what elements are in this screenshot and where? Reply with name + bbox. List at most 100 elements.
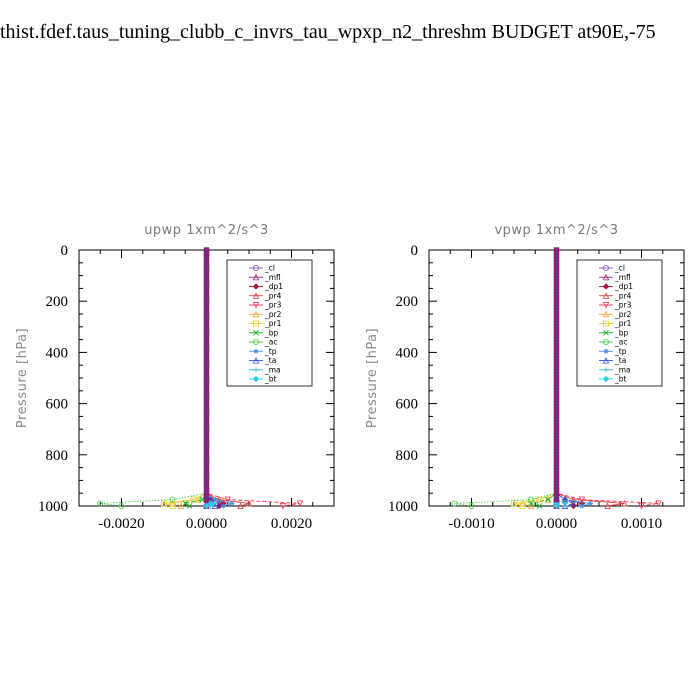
series-point-ac [169,496,176,503]
panel-title: upwp 1xm^2/s^3 [144,223,269,238]
series-point-bp [536,503,543,509]
legend-box [226,259,313,387]
series-point-pr4 [570,496,577,503]
legend-swatch-marker [602,357,610,364]
series-point-pr4 [216,496,223,503]
series-line-bp [184,250,207,507]
series-point-ta [570,499,577,507]
series-point-ac [528,496,535,503]
series-point-pr3 [638,502,645,510]
y-axis-label: Pressure [hPa] [365,328,380,428]
y-tick-label: 1000 [388,499,418,515]
legend-entry: _bp [614,328,629,337]
series-point-pr4 [604,502,611,510]
y-tick-label: 800 [46,448,69,464]
legend-entry: _pr1 [614,319,632,328]
legend-swatch-marker [603,329,609,336]
legend-entry: _tp [264,347,277,356]
legend-entry: _mfl [614,273,631,282]
series-point-ac [468,502,475,509]
series-point-ac [118,502,125,509]
series-line-pr1 [513,250,557,507]
legend-swatch-marker [602,310,610,318]
y-tick-label: 0 [61,243,69,259]
series-point-bp [545,496,551,503]
series-point-pr2 [527,502,535,510]
legend-swatch-marker [603,320,610,327]
legend-entry: _bt [264,375,277,384]
series-point-ta [211,502,219,510]
series-point-pr4 [621,499,628,507]
series-point-ma [562,503,568,509]
x-tick-label: 0.0000 [536,516,577,532]
legend-entry: _ta [614,356,626,365]
y-tick-label: 200 [396,294,419,310]
y-tick-label: 600 [46,397,69,413]
legend-entry: _dp1 [614,282,633,291]
y-tick-label: 600 [396,397,419,413]
legend-swatch-marker [252,310,260,318]
legend-entry: _pr2 [614,310,632,319]
panel-title: vpwp 1xm^2/s^3 [494,223,618,238]
series-line-ac [100,250,207,507]
x-tick-label: 0.0000 [186,516,227,532]
series-point-pr1 [160,500,167,507]
series-point-pr3 [279,502,287,510]
series-point-pr1 [536,496,543,503]
legend-entry: _tp [614,347,627,356]
legend-entry: _pr4 [264,291,282,300]
series-point-bp [186,503,193,509]
legend-swatch-marker [252,264,259,271]
legend-swatch-marker [253,348,259,354]
zero-profile-markers [203,247,210,503]
y-tick-label: 400 [46,345,69,361]
series-point-pr4 [245,499,253,507]
legend-entry: _ac [264,338,277,347]
series-point-pr1 [190,496,197,503]
series-point-ta [216,499,223,507]
series-point-bt [207,500,214,507]
legend: _cl_mfl_dp1_pr4_pr3_pr2_pr1_bp_ac_tp_ta_… [576,259,663,387]
page-title: thist.fdef.taus_tuning_clubb_c_invrs_tau… [0,21,656,43]
series-line-pr2 [172,250,207,507]
series-line-ac [454,250,557,507]
legend-entry: _pr2 [264,310,282,319]
series-point-pr3 [655,500,662,507]
series-point-bp [182,500,189,507]
y-tick-label: 1000 [38,499,68,515]
legend-entry: _dp1 [264,282,283,291]
series-line-pr1 [163,250,207,507]
legend-swatch-marker [602,375,610,383]
legend-entry: _pr4 [614,291,632,300]
y-tick-label: 800 [396,448,419,464]
legend-entry: _pr1 [264,319,282,328]
legend-entry: _ta [264,356,276,365]
legend-swatch-marker [253,329,259,336]
series-point-pr2 [177,502,185,510]
y-axis-label: Pressure [hPa] [15,328,30,428]
legend-swatch-marker [252,283,260,290]
x-tick-label: -0.0020 [98,516,144,532]
zero-profile-markers [553,247,560,503]
series-point-bt [553,502,560,510]
series-line-bp [529,250,557,507]
legend-swatch-marker [603,338,610,345]
x-tick-label: 0.0020 [271,516,312,532]
legend-swatch-marker [252,357,260,364]
legend-swatch-marker [603,264,610,271]
series-point-ac [451,500,458,507]
y-tick-label: 0 [411,243,419,259]
legend-entry: _ac [614,338,627,347]
y-tick-label: 400 [396,345,419,361]
legend-swatch-marker [603,367,609,373]
series-point-pr3 [296,500,304,507]
legend-swatch-marker [603,348,609,354]
legend-swatch-marker [252,301,260,309]
series-point-tp [229,500,235,507]
series-point-pr1 [519,502,526,509]
legend-entry: _ma [614,365,631,374]
series-point-pr3 [578,496,586,504]
series-point-tp [579,503,585,509]
series-point-pr1 [169,502,176,509]
budget-panel-2: vpwp 1xm^2/s^3 Pressure [hPa] 0 200 400 600 80… [365,223,685,532]
